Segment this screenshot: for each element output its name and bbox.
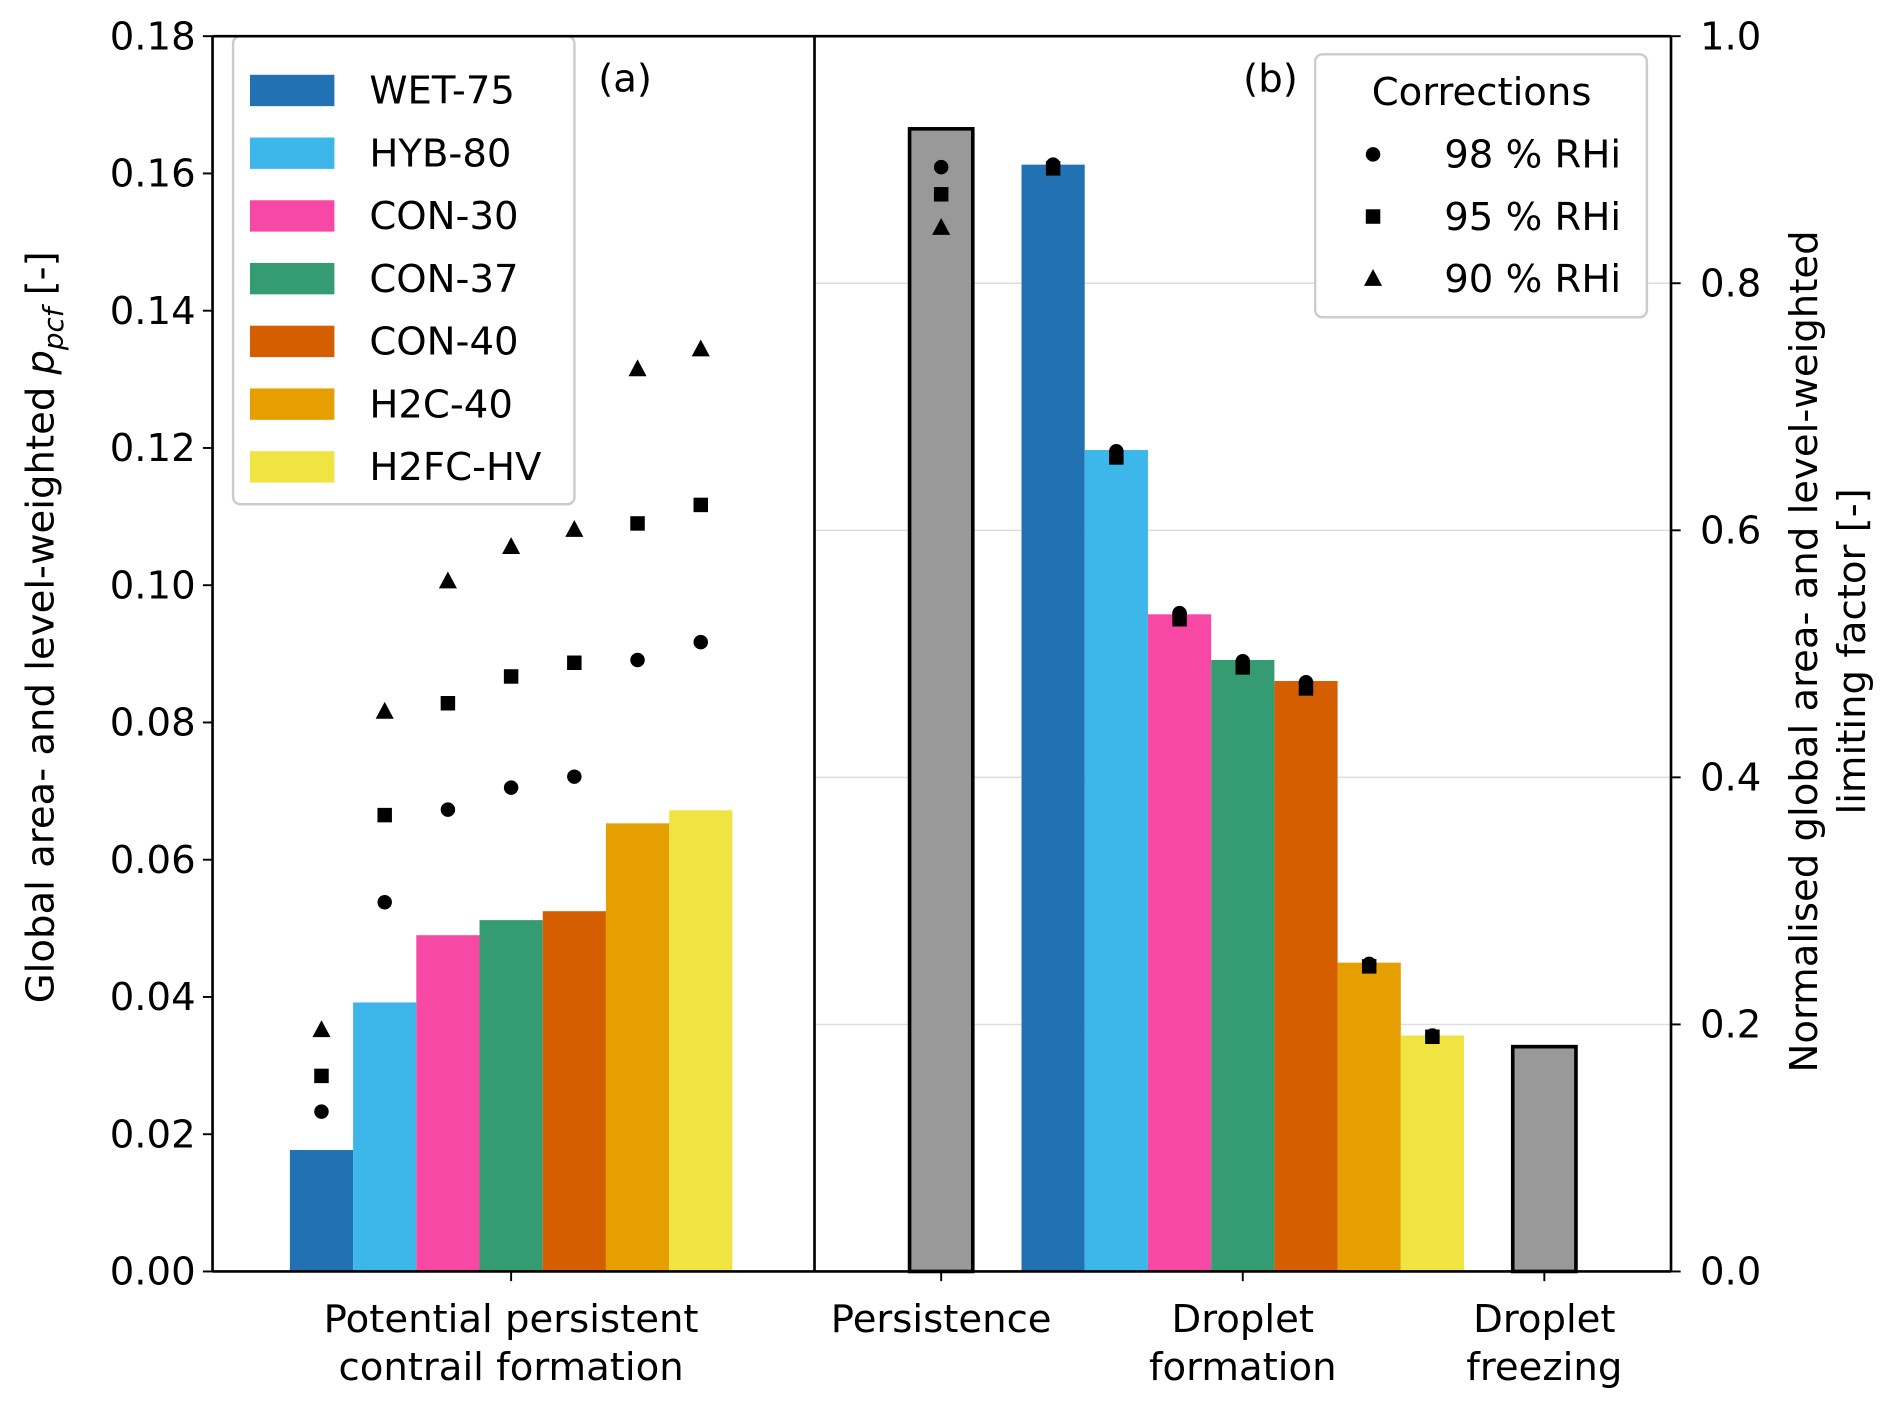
x-tick-label: Persistence [831,1297,1052,1342]
legend-label: CON-30 [369,194,518,239]
marker-square [933,187,949,202]
y-tick-label: 0.08 [110,701,196,746]
marker-circle [630,652,645,668]
y-tick-label: 0.16 [110,152,196,197]
legend-swatch [249,137,335,169]
marker-triangle [932,218,951,235]
y-axis-label-part: p [18,350,63,375]
marker-square [503,669,519,684]
x-tick-label: Droplet formation [1149,1297,1337,1390]
y2-tick-label: 0.6 [1700,509,1761,554]
bar [1084,450,1148,1272]
marker-square [1425,1029,1440,1045]
marker-square [693,497,708,513]
bar [1400,1035,1465,1272]
legend-label: 95 % RHi [1444,195,1621,240]
marker-square [630,516,645,531]
marker-square [1235,660,1250,675]
marker-square [1172,612,1187,627]
legend-title: Corrections [1372,70,1592,115]
legend-swatch [249,74,335,107]
legend-swatch [249,388,335,420]
y-axis-label-part: Global area- and level-weighted [18,387,63,1004]
legend-label: HYB-80 [369,131,511,176]
y2-tick-label: 0.2 [1700,1003,1761,1048]
marker-square [567,655,582,670]
bar [416,935,480,1272]
y-tick-label: 0.12 [110,426,196,471]
marker-square [314,1068,329,1084]
legend-label: CON-37 [369,257,518,302]
legend-swatch [249,451,335,483]
marker-square [1361,959,1377,974]
marker-square [1365,209,1381,224]
x-tick-label: Droplet freezing [1466,1297,1622,1390]
marker-triangle [691,339,710,357]
y-axis-label-part: pcf [37,303,70,351]
marker-triangle [438,571,457,589]
reference-bar [1510,1044,1578,1274]
bar [353,1002,417,1272]
y-axis-label: Global area- and level-weighted ppcf [-] [18,251,70,1003]
bar [669,810,733,1272]
y-tick-label: 0.04 [110,975,196,1020]
x-tick-label: Potential persistent contrail formation [324,1297,699,1390]
y2-axis-label: Normalised global area- and level-weight… [1782,230,1875,1072]
marker-circle [440,802,456,817]
marker-circle [567,769,582,784]
legend-label: 98 % RHi [1444,133,1621,178]
legend-label: H2FC-HV [369,445,542,490]
y2-tick-label: 1.0 [1700,14,1761,59]
marker-square [1109,450,1124,465]
legend-label: H2C-40 [369,382,513,427]
y-tick-label: 0.14 [110,289,196,334]
marker-square [1298,681,1314,696]
bar [1211,660,1275,1272]
panel-label: (a) [598,57,652,102]
legend-label: CON-40 [369,320,518,365]
marker-square [1045,161,1061,176]
marker-triangle [628,359,647,377]
marker-circle [933,159,949,175]
marker-circle [693,634,708,650]
marker-triangle [502,537,521,555]
y-tick-label: 0.18 [110,14,196,59]
y-tick-label: 0.02 [110,1112,196,1157]
legend-swatch [249,325,335,358]
bar [1021,164,1085,1272]
y-tick-label: 0.06 [110,838,196,883]
marker-circle [314,1104,329,1119]
y-tick-label: 0.10 [110,563,196,608]
marker-triangle [1363,269,1383,286]
bar [1337,962,1401,1272]
bar [1147,614,1212,1272]
reference-bar [907,127,975,1274]
y2-tick-label: 0.8 [1700,262,1761,307]
y-axis-label-part: [-] [18,251,63,295]
bar [542,911,606,1272]
marker-circle [377,895,392,910]
marker-circle [1365,147,1381,162]
marker-triangle [565,519,584,537]
legend-swatch [249,200,335,232]
panel-label: (b) [1243,57,1298,102]
marker-square [377,807,392,823]
y2-tick-label: 0.0 [1700,1250,1761,1295]
legend-label: WET-75 [369,69,515,114]
bar [605,823,670,1272]
legend-swatch [249,262,335,295]
marker-triangle [312,1020,331,1038]
bar [1274,681,1338,1272]
bar [289,1150,354,1272]
bar [479,920,543,1272]
marker-circle [503,780,519,795]
y2-tick-label: 0.4 [1700,756,1761,801]
legend-label: 90 % RHi [1444,257,1621,302]
marker-triangle [375,701,394,719]
marker-square [440,696,456,711]
y-tick-label: 0.00 [110,1250,196,1295]
legend-box [1313,53,1649,319]
